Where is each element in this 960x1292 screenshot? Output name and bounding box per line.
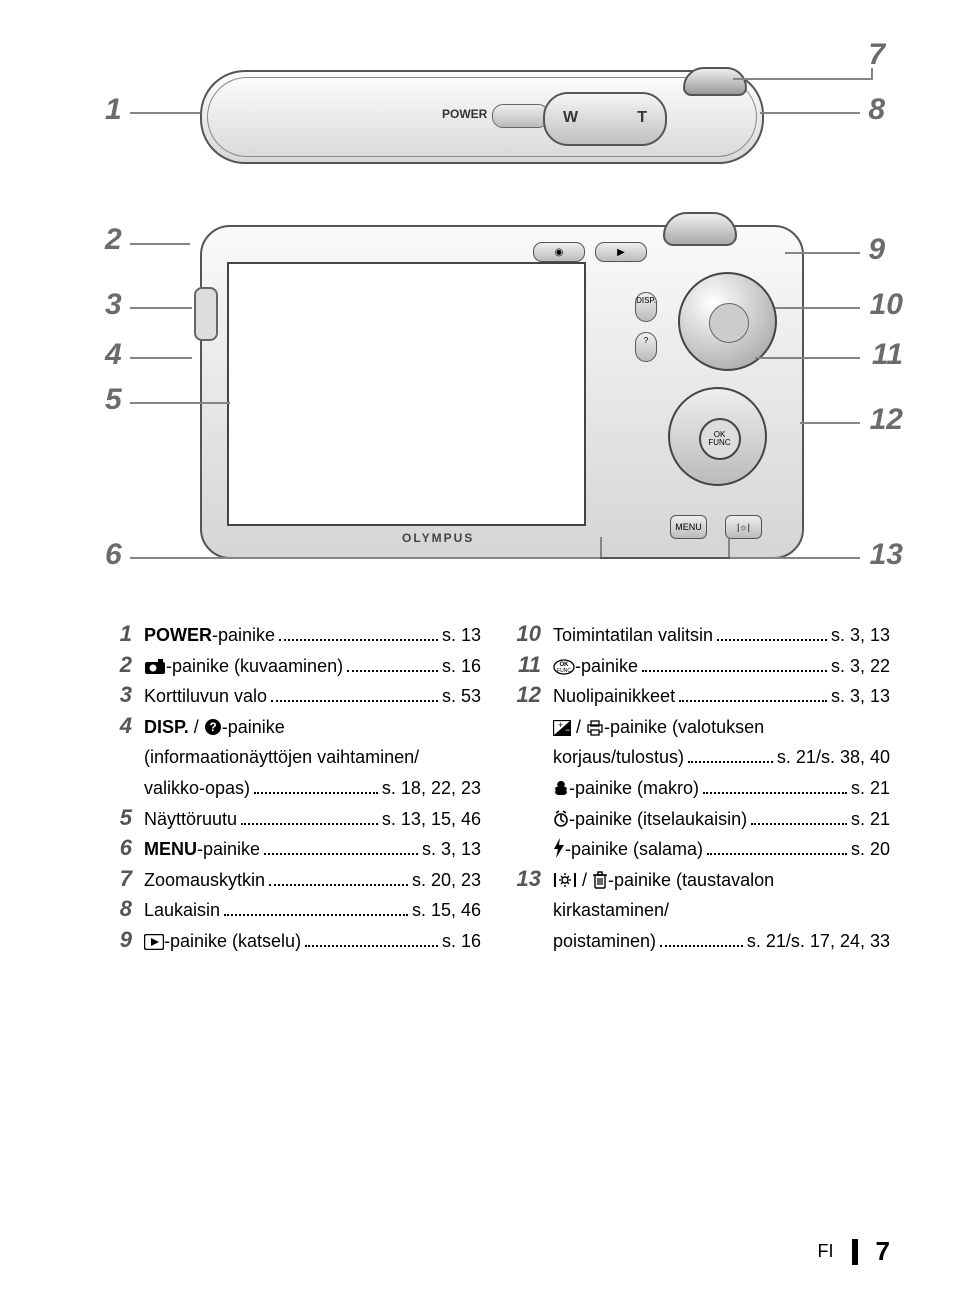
legend-row: 12Nuolipainikkeets. 3, 13 (509, 681, 890, 712)
legend-right: 10Toimintatilan valitsins. 3, 1311OKFUNC… (509, 620, 890, 957)
legend-row: 5Näyttöruutus. 13, 15, 46 (100, 804, 481, 835)
legend-row: -painike (itselaukaisin)s. 21 (553, 804, 890, 835)
arrow-pad-graphic: OKFUNC (668, 387, 767, 486)
legend-row: -painike (makro)s. 21 (553, 773, 890, 804)
legend-row: 1POWER-painikes. 13 (100, 620, 481, 651)
svg-text:FUNC: FUNC (557, 668, 571, 674)
camera-diagram: POWER W T 1 7 8 ◉ ▶ DISP. ? (105, 40, 885, 580)
shutter-graphic (683, 67, 747, 96)
legend-row: valikko-opas)s. 18, 22, 23 (144, 773, 481, 804)
legend-row: 11OKFUNC-painikes. 3, 22 (509, 651, 890, 682)
legend-row: 10Toimintatilan valitsins. 3, 13 (509, 620, 890, 651)
legend-row: 13 / -painike (taustavalon (509, 865, 890, 896)
menu-btn-graphic: MENU (670, 515, 707, 539)
legend-row: poistaminen)s. 21/s. 17, 24, 33 (553, 926, 890, 957)
callout-8: 8 (868, 95, 885, 125)
legend-row: 4DISP. / ?-painike (100, 712, 481, 743)
legend-columns: 1POWER-painikes. 132-painike (kuvaaminen… (100, 620, 890, 957)
callout-1: 1 (105, 95, 122, 125)
bright-btn-graphic: |☼| (725, 515, 762, 539)
legend-row: -painike (salama)s. 20 (553, 834, 890, 865)
brand-label: OLYMPUS (402, 531, 474, 545)
camera-top-view: POWER W T (200, 70, 764, 164)
shoot-mode-btn-graphic: ◉ (533, 242, 585, 262)
footer-lang: FI (818, 1241, 834, 1262)
legend-row: 2-painike (kuvaaminen)s. 16 (100, 651, 481, 682)
legend-row: 9-painike (katselu)s. 16 (100, 926, 481, 957)
legend-left: 1POWER-painikes. 132-painike (kuvaaminen… (100, 620, 481, 957)
help-btn-graphic: ? (635, 332, 657, 362)
legend-row: 8Laukaisins. 15, 46 (100, 895, 481, 926)
power-label: POWER (442, 107, 487, 121)
legend-row: kirkastaminen/ (553, 895, 890, 926)
page-footer: FI 7 (818, 1236, 890, 1267)
svg-text:−: − (565, 725, 570, 735)
legend-row: korjaus/tulostus)s. 21/s. 38, 40 (553, 742, 890, 773)
footer-page: 7 (876, 1236, 890, 1267)
svg-text:?: ? (209, 720, 216, 734)
legend-row: 6MENU-painikes. 3, 13 (100, 834, 481, 865)
callout-7: 7 (868, 40, 885, 70)
play-mode-btn-graphic: ▶ (595, 242, 647, 262)
legend-row: (informaationäyttöjen vaihtaminen/ (144, 742, 481, 773)
legend-row: 7Zoomauskytkins. 20, 23 (100, 865, 481, 896)
svg-text:+: + (558, 720, 563, 730)
camera-back-view: ◉ ▶ DISP. ? OKFUNC MENU |☼| OLYMPUS (200, 225, 804, 559)
zoom-lever-graphic: W T (543, 92, 667, 146)
legend-row: +− / -painike (valotuksen (553, 712, 890, 743)
lcd-graphic (227, 262, 586, 526)
power-button-graphic (492, 104, 549, 128)
disp-btn-graphic: DISP. (635, 292, 657, 322)
legend-row: 3Korttiluvun valos. 53 (100, 681, 481, 712)
